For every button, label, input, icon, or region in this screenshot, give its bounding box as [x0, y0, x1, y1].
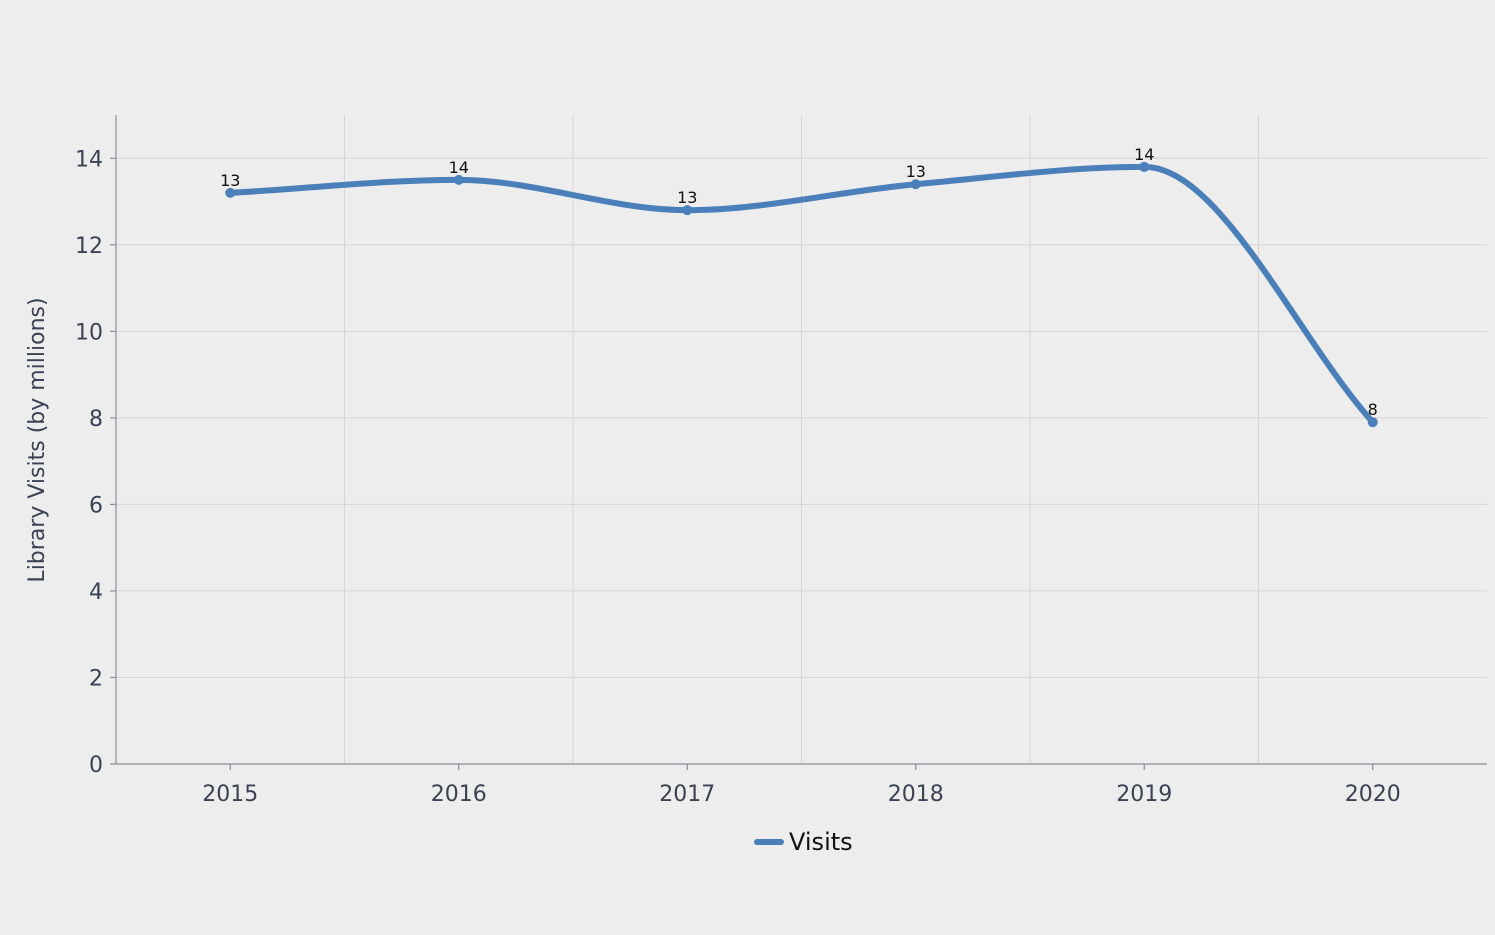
y-tick-label: 6 — [89, 493, 103, 518]
data-point — [453, 174, 464, 185]
y-tick-label: 0 — [89, 753, 103, 778]
data-point — [225, 187, 236, 198]
y-tick-label: 2 — [89, 666, 103, 691]
legend: Visits — [754, 828, 853, 856]
data-label: 13 — [220, 171, 240, 190]
data-point — [1367, 417, 1378, 428]
y-tick-label: 10 — [75, 320, 103, 345]
data-label: 14 — [1134, 145, 1154, 164]
x-tick-label: 2019 — [1116, 782, 1172, 807]
axes — [115, 115, 1487, 765]
x-tick-labels: 2015 2016 2017 2018 2019 2020 — [202, 764, 1401, 807]
x-tick-label: 2017 — [659, 782, 715, 807]
data-point — [682, 205, 693, 216]
data-point — [1139, 161, 1150, 172]
x-tick-label: 2020 — [1345, 782, 1401, 807]
series-line-visits — [227, 163, 1376, 426]
data-label: 8 — [1368, 400, 1378, 419]
y-tick-labels: 0 2 4 6 8 10 12 14 — [75, 147, 116, 778]
data-point — [910, 179, 921, 190]
y-tick-label: 14 — [75, 147, 103, 172]
legend-label-visits: Visits — [789, 828, 853, 856]
series-visits — [225, 161, 1378, 428]
x-tick-label: 2018 — [888, 782, 944, 807]
y-axis-title: Library Visits (by millions) — [25, 297, 50, 582]
data-labels: 13 14 13 13 14 8 — [220, 145, 1378, 419]
data-label: 14 — [449, 158, 469, 177]
x-tick-label: 2015 — [202, 782, 258, 807]
data-label: 13 — [677, 188, 697, 207]
y-tick-label: 12 — [75, 234, 103, 259]
grid — [116, 115, 1487, 764]
y-tick-label: 4 — [89, 580, 103, 605]
y-tick-label: 8 — [89, 407, 103, 432]
data-label: 13 — [906, 162, 926, 181]
x-tick-label: 2016 — [431, 782, 487, 807]
